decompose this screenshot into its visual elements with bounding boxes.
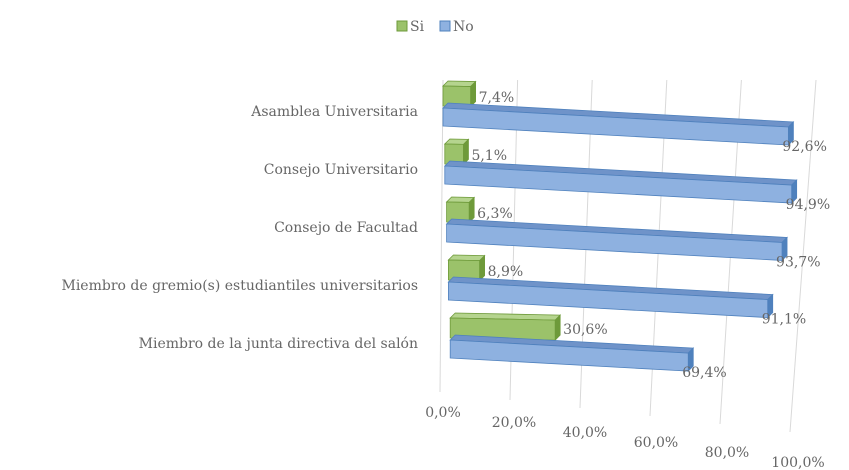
legend-swatch [396,20,408,32]
grid-line [789,79,817,433]
x-tick-label: 100,0% [771,455,824,470]
category-label: Consejo Universitario [264,162,418,178]
legend-label: No [453,19,474,35]
category-label: Asamblea Universitaria [250,104,418,120]
bar [445,218,788,262]
legend-label: Si [410,19,425,35]
x-tick-label: 40,0% [563,425,607,441]
data-label: 94,9% [786,197,830,213]
bar [447,276,774,319]
bar [443,160,798,205]
data-label: 30,6% [563,322,607,338]
x-tick-label: 80,0% [705,445,749,461]
bar [449,334,695,373]
legend-swatch [439,20,451,32]
x-tick-label: 20,0% [492,415,536,431]
bar [449,312,562,342]
x-tick-label: 60,0% [634,435,678,451]
data-label: 92,6% [782,139,826,155]
data-label: 6,3% [477,206,513,222]
bar [445,196,476,224]
data-label: 91,1% [762,312,806,328]
bar [442,102,795,146]
data-label: 69,4% [682,365,726,381]
category-label: Miembro de la junta directiva del salón [139,336,418,352]
bar [443,138,470,166]
data-label: 93,7% [776,254,820,270]
data-label: 8,9% [488,264,524,280]
data-label: 7,4% [479,90,515,106]
x-tick-label: 0,0% [425,405,461,421]
category-label: Consejo de Facultad [274,220,418,236]
grid-line [439,79,444,393]
data-label: 5,1% [471,148,507,164]
category-label: Miembro de gremio(s) estudiantiles unive… [61,278,418,294]
bar [447,254,486,282]
